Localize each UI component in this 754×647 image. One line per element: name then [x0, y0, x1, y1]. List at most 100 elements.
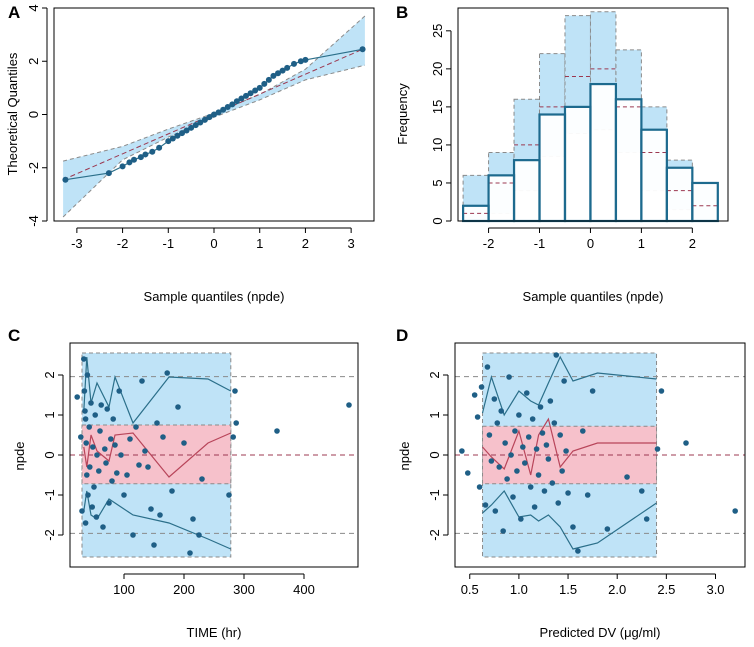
panel-d-point [683, 440, 689, 446]
panel-d-point [529, 416, 536, 422]
panel-c-xlabel: TIME (hr) [187, 625, 242, 640]
panel-d-x-tick-label: 1.0 [510, 582, 528, 597]
panel-c-point [81, 388, 88, 394]
panel-c-point [91, 484, 97, 490]
panel-c-point [85, 492, 91, 498]
panel-c-x-tick-label: 200 [173, 582, 195, 597]
qq-point [256, 84, 263, 91]
panel-b-letter: B [396, 3, 408, 22]
panel-c-point [169, 488, 175, 494]
panel-c-point [116, 388, 122, 394]
panel-a-x-tick-label: 1 [256, 236, 263, 251]
panel-c-point [97, 428, 103, 434]
hist-bar-fill [693, 182, 717, 221]
panel-c-point [81, 356, 87, 362]
panel-a-letter: A [8, 3, 20, 22]
panel-c-point [106, 500, 112, 506]
panel-d-x-tick-label: 2.0 [608, 582, 626, 597]
panel-c-point [230, 434, 236, 440]
panel-d-point [492, 508, 499, 514]
panel-a-x-tick-label: 0 [210, 236, 217, 251]
panel-c-point [104, 406, 110, 412]
qq-point [279, 67, 286, 74]
qq-point [275, 70, 281, 77]
panel-c-point [145, 464, 151, 470]
panel-d-x-tick-label: 0.5 [461, 582, 479, 597]
panel-c-point [181, 440, 187, 446]
panel-d-point [527, 484, 534, 490]
panel-d-plot-area: 0.5 1.0 1.5 2.0 2.5 3.0 -2 -1 0 1 2 [427, 352, 745, 597]
panel-d-point [488, 458, 495, 464]
panel-c-point [130, 532, 136, 538]
qq-point [211, 111, 217, 118]
panel-d-point [521, 460, 528, 466]
panel-c-x-tick-label: 400 [293, 582, 315, 597]
panel-c-point [160, 434, 166, 440]
panel-c-point [84, 372, 91, 378]
panel-c-point [94, 452, 100, 458]
panel-d-point [494, 420, 501, 426]
panel-d-point [551, 420, 558, 426]
panel-c-point [118, 452, 124, 458]
hist-bar-fill [591, 84, 615, 221]
qq-point [261, 80, 268, 87]
panel-d-point [643, 516, 650, 522]
qq-point [247, 90, 254, 97]
panel-d-point [531, 504, 538, 510]
panel-d-point [471, 392, 478, 398]
hist-bar-fill [515, 160, 539, 221]
panel-c-point [82, 520, 89, 526]
panel-d-point [570, 524, 576, 530]
qq-point [183, 127, 190, 134]
qq-point [229, 101, 236, 108]
panel-c-point [139, 378, 145, 384]
qq-band-upper-edge [62, 15, 366, 162]
panel-a-y-tick-label: 2 [26, 58, 41, 65]
qq-point [238, 95, 245, 102]
qq-point [131, 156, 137, 163]
panel-d-point [484, 364, 491, 370]
panel-c-point [79, 508, 85, 514]
panel-c-point [136, 462, 142, 468]
panel-b-ylabel: Frequency [395, 83, 410, 145]
qq-point [302, 56, 309, 63]
panel-c-y-tick-label: 2 [42, 371, 57, 378]
hist-bar-fill [540, 114, 564, 221]
panel-b-x-tick-label: 1 [638, 236, 645, 251]
qq-point [174, 132, 181, 139]
panel-d-point [541, 488, 548, 494]
panel-c-point [154, 420, 160, 426]
panel-d-point [537, 404, 544, 410]
panel-d-point [516, 412, 522, 418]
panel-a-x-tick-label: 3 [348, 236, 355, 251]
panel-c-median-band [81, 424, 232, 485]
qq-point [126, 159, 133, 166]
panel-d-letter: D [396, 326, 408, 345]
panel-b-y-tick-label: 10 [430, 138, 445, 152]
panel-d-y-tick-label: -2 [427, 529, 442, 541]
panel-c-point [124, 472, 130, 478]
panel-a-x-tick-label: -1 [163, 236, 175, 251]
qq-point [149, 148, 156, 155]
panel-c-point [84, 472, 90, 478]
panel-c-point [82, 416, 89, 422]
panel-d-point [482, 502, 489, 508]
qq-point [297, 58, 304, 65]
panel-d-point [464, 470, 471, 476]
panel-d-point [624, 474, 630, 480]
panel-c-point [164, 370, 170, 376]
panel-c-point [121, 492, 127, 498]
panel-c-point [108, 436, 114, 442]
qq-point [179, 130, 185, 137]
panel-d-point [589, 388, 596, 394]
qq-point [270, 72, 277, 79]
panel-d-ylabel: npde [397, 442, 412, 471]
panel-d-point [543, 442, 550, 448]
panel-d-point [502, 440, 508, 446]
qq-point [142, 151, 149, 158]
panel-d-x-tick-label: 2.5 [657, 582, 675, 597]
panel-c-letter: C [8, 326, 20, 345]
panel-a-y-tick-label: 0 [26, 111, 41, 118]
qq-point [169, 135, 176, 142]
